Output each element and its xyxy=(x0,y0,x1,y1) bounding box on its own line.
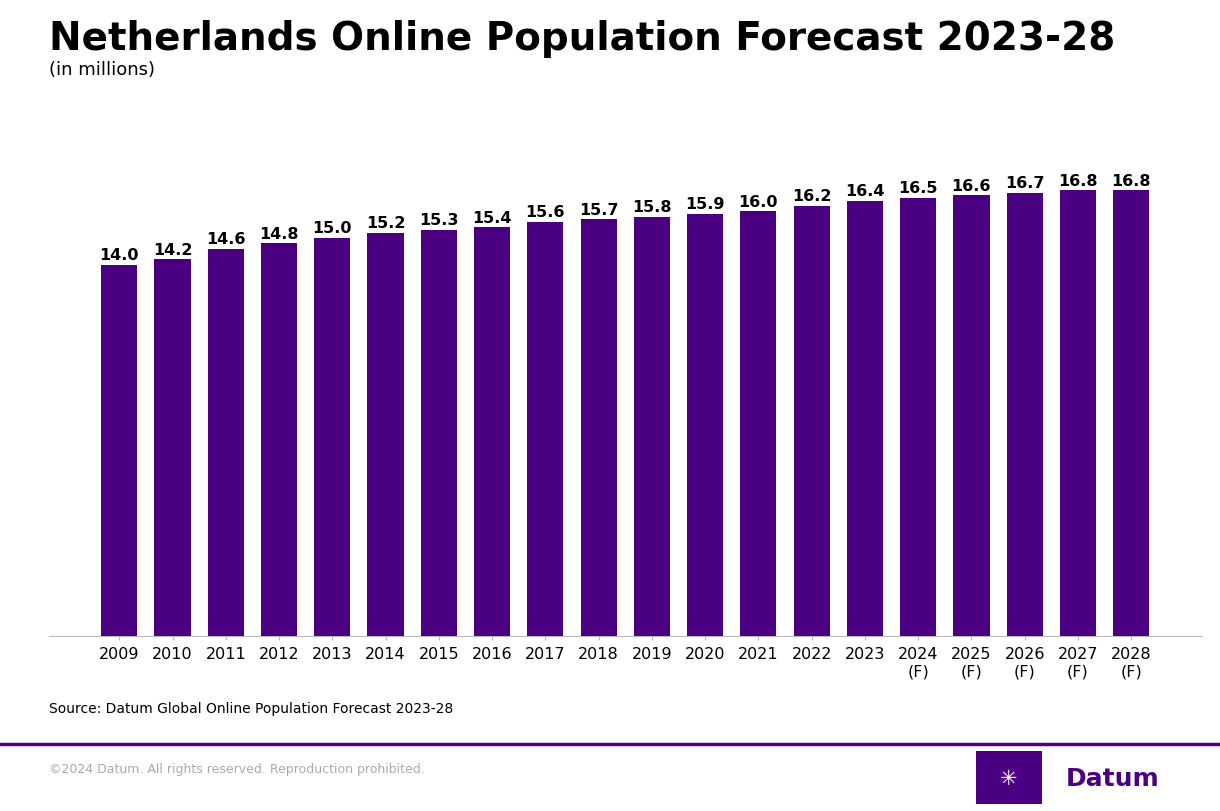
Bar xyxy=(793,207,830,637)
Bar xyxy=(475,228,510,637)
Text: 16.8: 16.8 xyxy=(1111,174,1150,188)
Bar xyxy=(527,223,564,637)
Bar xyxy=(261,244,298,637)
Bar xyxy=(741,212,776,637)
Text: 15.8: 15.8 xyxy=(632,200,672,215)
Text: 16.4: 16.4 xyxy=(845,184,884,199)
Text: Source: Datum Global Online Population Forecast 2023-28: Source: Datum Global Online Population F… xyxy=(49,702,453,715)
Bar xyxy=(421,230,458,637)
Text: 15.7: 15.7 xyxy=(578,203,619,217)
Text: 15.6: 15.6 xyxy=(526,205,565,220)
Text: Datum: Datum xyxy=(1065,766,1159,790)
FancyBboxPatch shape xyxy=(976,752,1042,804)
Text: 16.2: 16.2 xyxy=(792,189,831,204)
Text: 16.6: 16.6 xyxy=(952,178,991,194)
Text: 15.2: 15.2 xyxy=(366,216,405,230)
Text: 15.9: 15.9 xyxy=(686,197,725,212)
Bar xyxy=(1113,191,1149,637)
Text: 14.6: 14.6 xyxy=(206,232,245,247)
Text: 15.0: 15.0 xyxy=(312,221,353,236)
Text: 14.8: 14.8 xyxy=(260,226,299,242)
Text: 14.2: 14.2 xyxy=(152,242,193,257)
Bar xyxy=(155,260,190,637)
Text: ©2024 Datum. All rights reserved. Reproduction prohibited.: ©2024 Datum. All rights reserved. Reprod… xyxy=(49,762,425,775)
Bar xyxy=(1060,191,1096,637)
Bar xyxy=(687,215,723,637)
Bar xyxy=(847,202,883,637)
Text: (in millions): (in millions) xyxy=(49,61,155,79)
Bar xyxy=(1006,194,1043,637)
Text: 15.4: 15.4 xyxy=(472,210,512,225)
Bar xyxy=(207,249,244,637)
Text: 14.0: 14.0 xyxy=(100,247,139,263)
Text: 16.7: 16.7 xyxy=(1005,176,1044,191)
Bar xyxy=(315,238,350,637)
Text: Netherlands Online Population Forecast 2023-28: Netherlands Online Population Forecast 2… xyxy=(49,20,1115,58)
Bar xyxy=(633,217,670,637)
Text: 15.3: 15.3 xyxy=(420,213,459,228)
Text: ✳: ✳ xyxy=(1000,768,1017,787)
Text: 16.8: 16.8 xyxy=(1058,174,1098,188)
Text: 16.5: 16.5 xyxy=(898,181,938,196)
Bar xyxy=(581,220,617,637)
Bar xyxy=(367,234,404,637)
Bar xyxy=(900,199,936,637)
Bar xyxy=(953,196,989,637)
Text: 16.0: 16.0 xyxy=(738,195,778,209)
Bar xyxy=(101,265,138,637)
